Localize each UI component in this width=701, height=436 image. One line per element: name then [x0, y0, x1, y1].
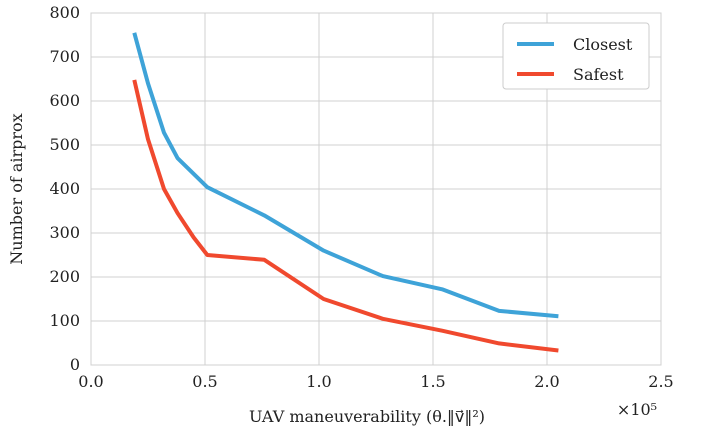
series-line-closest [132, 32, 559, 319]
y-tick-label: 100 [49, 311, 80, 330]
y-tick-label: 800 [49, 3, 80, 22]
y-tick-label: 700 [49, 47, 80, 66]
x-tick-label: 0.5 [192, 372, 217, 391]
x-tick-label: 2.5 [648, 372, 673, 391]
x-tick-label: 2.0 [534, 372, 559, 391]
y-tick-label: 400 [49, 179, 80, 198]
y-tick-label: 600 [49, 91, 80, 110]
legend-label-closest: Closest [573, 35, 633, 54]
y-tick-label: 200 [49, 267, 80, 286]
x-tick-label: 1.0 [306, 372, 331, 391]
series-layer [132, 32, 559, 353]
x-tick-labels: 0.0 0.5 1.0 1.5 2.0 2.5 [78, 372, 673, 391]
plot-frame [90, 12, 662, 366]
y-axis-label: Number of airprox [7, 113, 26, 264]
x-tick-label: 0.0 [78, 372, 103, 391]
x-tick-label: 1.5 [420, 372, 445, 391]
legend-label-safest: Safest [573, 65, 624, 84]
x-axis-multiplier: ×10⁵ [617, 400, 657, 419]
y-tick-labels: 0 100 200 300 400 500 600 700 800 [49, 3, 80, 374]
y-tick-label: 500 [49, 135, 80, 154]
y-tick-label: 300 [49, 223, 80, 242]
legend: Closest Safest [502, 22, 650, 90]
series-line-safest [132, 79, 559, 353]
y-tick-label: 0 [70, 355, 80, 374]
x-axis-label: UAV maneuverability (θ.‖v⃗‖²) [249, 407, 485, 426]
